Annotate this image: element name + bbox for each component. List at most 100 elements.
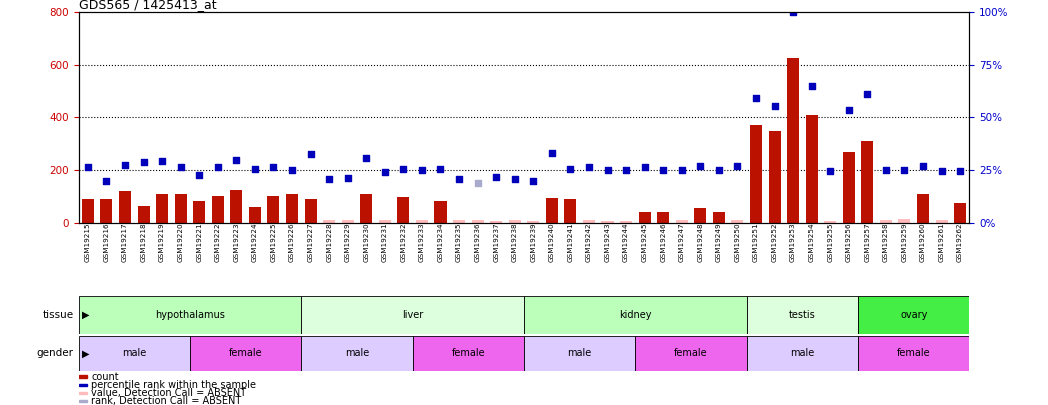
Bar (638, 212, 651, 223)
Point (228, 156, 245, 163)
Bar (524, 296, 746, 334)
Point (877, 167, 894, 173)
Bar (472, 220, 483, 223)
Bar (602, 221, 613, 223)
Bar (323, 220, 335, 223)
Point (246, 166, 263, 172)
Text: female: female (228, 348, 262, 358)
Point (414, 167, 431, 173)
Text: GSM19222: GSM19222 (215, 223, 221, 262)
Bar (858, 336, 969, 371)
Bar (79, 392, 87, 394)
Bar (435, 201, 446, 223)
Point (191, 172, 208, 179)
Text: tissue: tissue (42, 310, 73, 320)
Point (302, 151, 319, 158)
Text: GSM19249: GSM19249 (716, 223, 722, 262)
Bar (546, 198, 558, 223)
Point (859, 91, 876, 97)
Text: GSM19258: GSM19258 (882, 223, 889, 262)
Point (135, 159, 152, 165)
Bar (750, 126, 762, 223)
Text: hypothalamus: hypothalamus (155, 310, 225, 320)
Point (729, 163, 746, 169)
Bar (212, 196, 224, 223)
Text: GSM19244: GSM19244 (624, 223, 629, 262)
Text: ▶: ▶ (82, 348, 89, 358)
Text: GSM19262: GSM19262 (957, 223, 963, 262)
Bar (583, 220, 595, 223)
Text: ovary: ovary (900, 310, 927, 320)
Text: count: count (91, 372, 118, 382)
Text: GSM19241: GSM19241 (567, 223, 573, 262)
Text: GSM19236: GSM19236 (475, 223, 481, 262)
Text: ▶: ▶ (82, 310, 89, 320)
Text: GSM19216: GSM19216 (104, 223, 109, 262)
Bar (824, 221, 836, 223)
Point (692, 163, 708, 169)
Text: male: male (123, 348, 147, 358)
Bar (676, 220, 687, 223)
Text: GSM19240: GSM19240 (549, 223, 554, 262)
Text: GSM19259: GSM19259 (901, 223, 908, 262)
Bar (248, 207, 261, 223)
Point (562, 166, 578, 172)
Point (99, 177, 115, 184)
Text: GSM19225: GSM19225 (270, 223, 277, 262)
Bar (413, 336, 524, 371)
Text: GDS565 / 1425413_at: GDS565 / 1425413_at (79, 0, 216, 11)
Text: female: female (674, 348, 707, 358)
Text: GSM19246: GSM19246 (660, 223, 667, 262)
Bar (156, 194, 168, 223)
Point (896, 167, 913, 173)
Point (395, 166, 412, 172)
Bar (302, 296, 524, 334)
Bar (193, 201, 205, 223)
Bar (101, 198, 112, 223)
Text: GSM19245: GSM19245 (641, 223, 648, 262)
Bar (861, 141, 873, 223)
Bar (286, 194, 298, 223)
Bar (694, 208, 706, 223)
Text: GSM19251: GSM19251 (752, 223, 759, 262)
Text: GSM19237: GSM19237 (494, 223, 499, 262)
Point (766, 102, 783, 109)
Bar (524, 336, 635, 371)
Point (933, 168, 949, 175)
Point (952, 168, 968, 175)
Bar (397, 197, 410, 223)
Point (154, 158, 171, 164)
Point (470, 180, 486, 186)
Text: GSM19250: GSM19250 (735, 223, 741, 262)
Text: GSM19238: GSM19238 (511, 223, 518, 262)
Text: value, Detection Call = ABSENT: value, Detection Call = ABSENT (91, 388, 246, 398)
Text: GSM19227: GSM19227 (307, 223, 313, 262)
Point (284, 167, 301, 173)
Point (747, 94, 764, 101)
Text: GSM19254: GSM19254 (809, 223, 814, 262)
Text: GSM19233: GSM19233 (419, 223, 424, 262)
Text: male: male (568, 348, 592, 358)
Point (321, 176, 337, 183)
Bar (843, 152, 855, 223)
Text: GSM19228: GSM19228 (326, 223, 332, 262)
Point (915, 163, 932, 169)
Text: female: female (897, 348, 931, 358)
Text: GSM19215: GSM19215 (85, 223, 91, 262)
Bar (787, 58, 800, 223)
Point (655, 167, 672, 173)
Text: female: female (452, 348, 485, 358)
Point (340, 175, 356, 181)
Text: GSM19217: GSM19217 (122, 223, 128, 262)
Text: GSM19257: GSM19257 (865, 223, 870, 262)
Bar (231, 190, 242, 223)
Bar (917, 194, 929, 223)
Text: percentile rank within the sample: percentile rank within the sample (91, 380, 256, 390)
Text: GSM19255: GSM19255 (827, 223, 833, 262)
Bar (175, 194, 187, 223)
Bar (490, 221, 502, 223)
Bar (267, 196, 280, 223)
Bar (746, 296, 858, 334)
Point (376, 169, 393, 175)
Bar (79, 375, 87, 378)
